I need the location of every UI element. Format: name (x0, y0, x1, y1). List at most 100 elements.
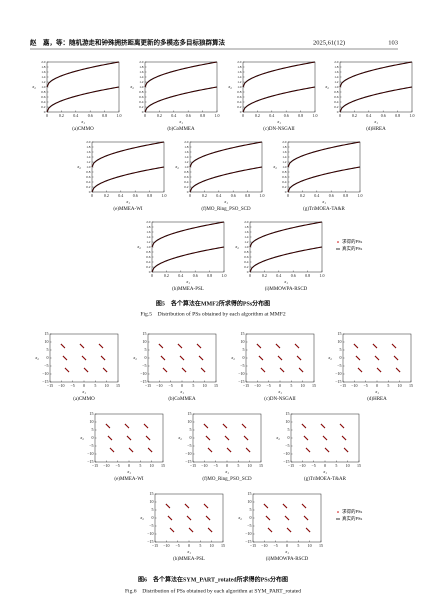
segment-points (64, 367, 70, 373)
segment-points (296, 355, 302, 361)
axis-label: x₂ (177, 435, 182, 440)
segment-points (357, 367, 363, 373)
y-tick-label: 10 (90, 419, 94, 424)
y-tick-label: 0.4 (244, 260, 249, 264)
y-tick-label: 0.2 (244, 265, 249, 269)
y-tick-label: −5 (44, 363, 48, 368)
y-tick-label: 5 (47, 347, 49, 352)
axis-label: x₂ (272, 164, 277, 169)
x-tick-label: 1.0 (320, 273, 325, 278)
y-tick-label: 10 (188, 419, 192, 424)
x-tick-label: −15 (47, 383, 53, 388)
y-tick-label: 1.2 (139, 80, 144, 84)
y-tick-label: 5 (340, 347, 342, 352)
y-tick-label: 1.2 (86, 160, 91, 164)
panel-label: (b)CoMMEA (167, 127, 195, 132)
y-tick-label: 0.2 (86, 185, 91, 189)
axis-label: x₂ (237, 515, 242, 520)
x-tick-label: 1.0 (358, 193, 363, 198)
legend-marker (337, 511, 339, 513)
x-tick-label: 0 (339, 113, 341, 118)
x-tick-label: 0.6 (193, 273, 198, 278)
segment-points (260, 367, 266, 373)
curve-points (242, 86, 316, 113)
x-tick-label: 0.6 (381, 113, 386, 118)
panel-label: (b)CoMMEA (168, 397, 196, 402)
segment-points (241, 423, 247, 429)
x-tick-label: 0 (46, 113, 48, 118)
y-tick-label: 1.2 (244, 240, 249, 244)
x-tick-label: 10 (301, 383, 305, 388)
y-tick-label: 1.2 (282, 160, 287, 164)
segment-points (275, 343, 281, 349)
curve (287, 141, 361, 168)
y-tick-label: 0.8 (334, 90, 339, 94)
segment-points (353, 343, 359, 349)
x-tick-label: 0.6 (186, 113, 191, 118)
x-tick-label: 0 (249, 273, 251, 278)
y-tick-label: 1.0 (146, 245, 151, 249)
y-tick-label: 0.6 (146, 255, 151, 259)
segment-points (243, 435, 249, 441)
y-tick-label: 0.6 (237, 95, 242, 99)
segment-points (222, 423, 228, 429)
y-tick-label: 0.4 (334, 100, 339, 104)
x-tick-label: 0 (188, 543, 190, 548)
axis-label: x₂ (132, 355, 137, 360)
y-tick-label: 1.2 (237, 80, 242, 84)
curve (91, 166, 165, 193)
x-tick-label: 0 (181, 383, 183, 388)
curve-points (339, 86, 413, 113)
segment-points (393, 355, 399, 361)
y-tick-label: 10 (248, 499, 252, 504)
curve-points (189, 166, 263, 193)
y-tick-label: −5 (187, 443, 191, 448)
y-tick-label: 0.8 (146, 250, 151, 254)
x-tick-label: 0.8 (395, 113, 400, 118)
x-tick-label: 15 (116, 383, 120, 388)
y-tick-label: 0 (190, 435, 192, 440)
y-tick-label: 1.8 (86, 145, 91, 149)
axis-label: x₂ (230, 355, 235, 360)
segment-points (167, 515, 173, 521)
curve (91, 141, 165, 168)
y-tick-label: 1.8 (334, 65, 339, 69)
curve (151, 246, 225, 273)
x-tick-label: −15 (340, 383, 346, 388)
y-tick-label: 0.8 (282, 170, 287, 174)
panel-label: (e)MMEA-WI (113, 207, 142, 212)
segment-points (301, 423, 307, 429)
segment-points (226, 447, 232, 453)
y-tick-label: 1.4 (139, 75, 144, 79)
y-tick-label: −15 (238, 379, 244, 384)
segment-points (147, 447, 153, 453)
y-tick-label: 2.0 (184, 140, 189, 144)
y-tick-label: 5 (243, 347, 245, 352)
curve-points (144, 61, 218, 88)
segment-points (145, 435, 151, 441)
y-tick-label: 1.6 (237, 70, 242, 74)
axis-label: x₁ (374, 389, 379, 394)
y-tick-label: 0.4 (41, 100, 46, 104)
y-tick-label: 0.6 (86, 175, 91, 179)
y-tick-label: 1.4 (244, 235, 249, 239)
y-tick-label: 1.6 (244, 230, 249, 234)
panel-label: (e)MMEA-WI (114, 477, 143, 482)
segment-points (128, 447, 134, 453)
panel-label: (c)DN-NSGAII (264, 397, 296, 402)
panel-label: (i)MMOWPA-RSCD (266, 557, 309, 562)
y-tick-label: 2.0 (146, 220, 151, 224)
y-tick-label: 1.6 (146, 230, 151, 234)
running-title: 赵 嘉，等：随机游走和钟殊拥挤距离更新的多模态多目标狼群算法 (29, 37, 226, 46)
panel-label: (a)CMMO (73, 397, 95, 402)
caption-cn: 图6 各个算法在SYM_PART_rotated所求得的PSs分布图 (138, 575, 288, 583)
panel-label: (h)MMEA-PSL (173, 557, 205, 562)
axis-label: x₂ (139, 515, 144, 520)
legend-marker (337, 241, 339, 243)
x-tick-label: 0.8 (343, 193, 348, 198)
caption-cn: 图5 各个算法在MMF2所求得的PSs分布图 (156, 299, 270, 307)
x-tick-label: 0 (242, 113, 244, 118)
x-tick-label: 10 (346, 463, 350, 468)
y-tick-label: 0.8 (184, 170, 189, 174)
y-tick-label: 1.0 (237, 85, 242, 89)
